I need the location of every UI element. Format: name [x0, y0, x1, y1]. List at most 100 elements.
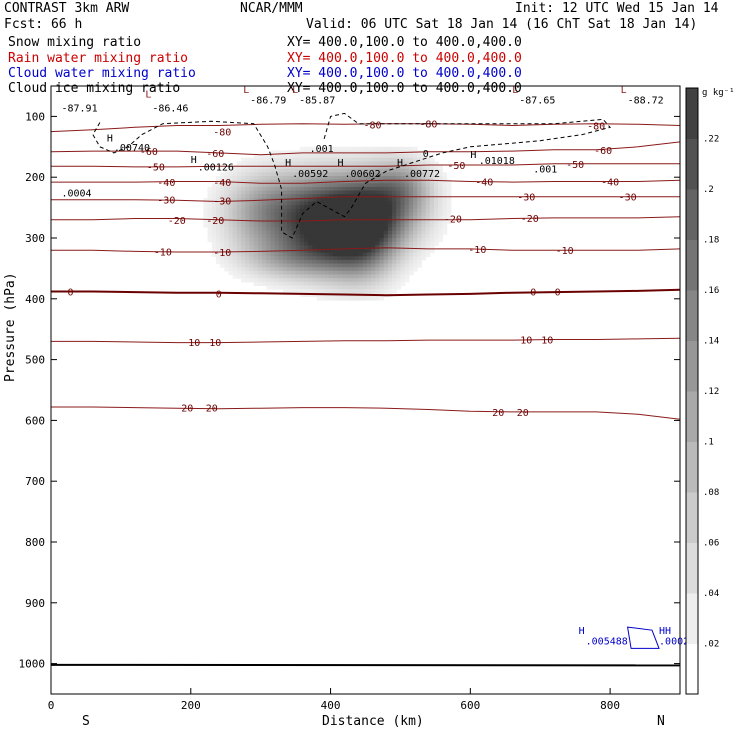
snow-cell — [324, 183, 330, 188]
snow-cell — [421, 165, 427, 170]
snow-cell — [291, 186, 297, 192]
snow-cell — [366, 208, 372, 214]
snow-cell — [291, 252, 297, 257]
snow-cell — [283, 289, 288, 294]
snow-cell — [278, 186, 284, 192]
snow-cell — [366, 172, 372, 177]
snow-cell — [350, 161, 355, 166]
snow-cell — [220, 219, 225, 225]
snow-cell — [413, 190, 418, 195]
snow-cell — [274, 179, 280, 184]
snow-cell — [345, 227, 351, 232]
snow-cell — [392, 267, 397, 272]
snow-cell — [345, 212, 351, 217]
snow-cell — [295, 281, 301, 287]
snow-cell — [274, 216, 280, 221]
snow-cell — [442, 183, 448, 188]
snow-cell — [287, 205, 293, 210]
snow-cell — [249, 157, 255, 162]
snow-cell — [433, 186, 439, 192]
snow-cell — [404, 252, 410, 257]
snow-cell — [220, 256, 225, 261]
snow-cell — [337, 281, 343, 287]
snow-cell — [245, 172, 251, 177]
snow-cell — [404, 190, 410, 195]
snow-cell — [404, 161, 410, 166]
snow-cell — [375, 186, 381, 192]
snow-cell — [295, 256, 301, 261]
snow-cell — [341, 259, 347, 265]
snow-cell — [350, 234, 355, 239]
snow-cell — [417, 259, 423, 265]
snow-cell — [312, 165, 318, 170]
snow-cell — [446, 216, 452, 221]
snow-cell — [316, 263, 322, 268]
snow-cell — [211, 212, 217, 217]
snow-cell — [203, 223, 209, 228]
snow-cell — [232, 212, 238, 217]
snow-cell — [220, 216, 225, 221]
snow-cell — [366, 234, 372, 239]
snow-cell — [270, 230, 276, 235]
snow-cell — [245, 157, 251, 162]
colorbar-frame — [685, 87, 699, 695]
snow-cell — [228, 238, 234, 243]
snow-cell — [375, 154, 381, 159]
snow-cell — [383, 289, 389, 294]
snow-cell — [308, 267, 313, 272]
snow-cell — [404, 278, 410, 283]
snow-cell — [366, 259, 372, 265]
snow-cell — [421, 179, 427, 184]
snow-cell — [425, 197, 431, 203]
contour-label: 10 — [188, 338, 200, 349]
snow-cell — [354, 186, 360, 192]
snow-cell — [413, 234, 418, 239]
snow-cell — [266, 212, 272, 217]
snow-cell — [299, 248, 305, 254]
snow-cell — [337, 230, 343, 235]
snow-cell — [220, 172, 225, 177]
snow-cell — [417, 230, 423, 235]
snow-cell — [392, 154, 397, 159]
snow-cell — [362, 274, 368, 279]
snow-cell — [408, 241, 414, 246]
snow-cell — [270, 186, 276, 192]
snow-cell — [366, 245, 372, 250]
snow-cell — [429, 165, 435, 170]
snow-cell — [345, 175, 351, 181]
snow-cell — [408, 179, 414, 184]
snow-cell — [341, 238, 347, 243]
snow-cell — [270, 216, 276, 221]
snow-cell — [266, 219, 272, 225]
snow-cell — [211, 201, 217, 206]
snow-cell — [358, 165, 364, 170]
snow-cell — [220, 234, 225, 239]
snow-cell — [215, 248, 221, 254]
snow-cell — [253, 154, 259, 159]
snow-cell — [278, 179, 284, 184]
snow-cell — [241, 190, 246, 195]
snow-cell — [371, 183, 376, 188]
snow-cell — [236, 256, 242, 261]
snow-cell — [345, 238, 351, 243]
snow-cell — [308, 208, 313, 214]
snow-cell — [228, 234, 234, 239]
snow-cell — [241, 278, 246, 283]
snow-cell — [253, 175, 259, 181]
snow-cell — [383, 216, 389, 221]
snow-cell — [362, 205, 368, 210]
snow-cell — [220, 241, 225, 246]
snow-cell — [337, 146, 343, 152]
snow-cell — [308, 245, 313, 250]
snow-cell — [303, 230, 309, 235]
snow-cell — [362, 208, 368, 214]
snow-cell — [408, 216, 414, 221]
snow-cell — [270, 179, 276, 184]
snow-cell — [392, 248, 397, 254]
snow-cell — [392, 223, 397, 228]
snow-cell — [295, 219, 301, 225]
snow-cell — [392, 216, 397, 221]
snow-cell — [429, 186, 435, 192]
snow-cell — [245, 263, 251, 268]
